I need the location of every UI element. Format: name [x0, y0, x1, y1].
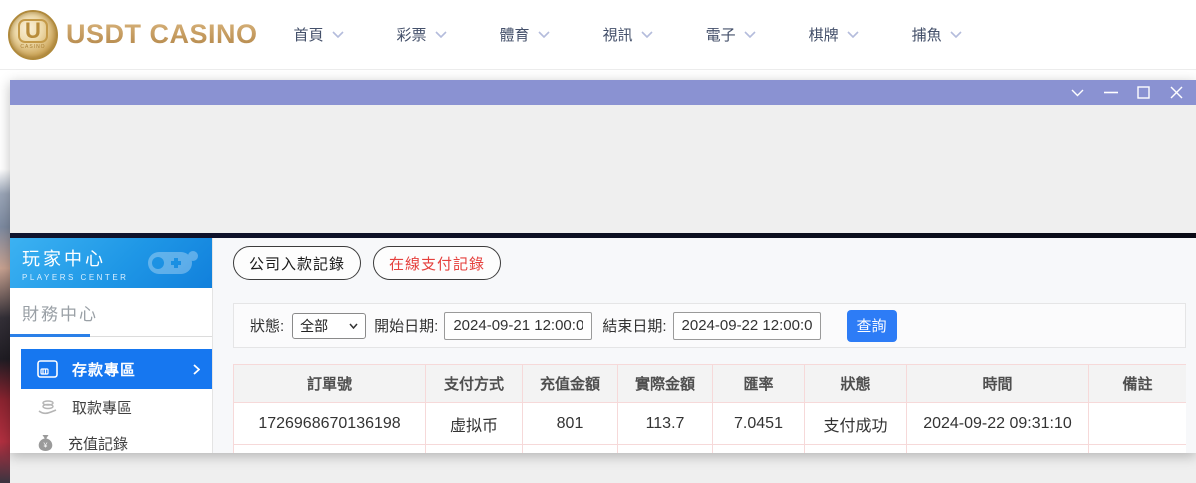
top-navbar: U CASINO USDT CASINO 首頁 彩票 體育 視訊 電子 棋牌	[0, 0, 1196, 70]
brand-wordmark: USDT CASINO	[66, 19, 258, 49]
nav-item-fishing[interactable]: 捕魚	[912, 24, 962, 45]
sidebar-item-deposit[interactable]: 存款專區	[21, 349, 212, 389]
chevron-down-icon	[331, 31, 344, 38]
window-blank-area	[10, 105, 1196, 233]
select-caret-icon	[349, 323, 358, 329]
tab-company-deposit-records[interactable]: 公司入款記錄	[233, 246, 362, 280]
chevron-down-icon	[537, 31, 550, 38]
sidebar-menu: 存款專區 取款專區 ¥ 充值記錄	[10, 349, 212, 453]
cell-amount: 801	[522, 402, 618, 445]
record-tabs: 公司入款記錄 在線支付記錄	[233, 246, 1186, 280]
sidebar-header: 玩家中心 PLAYERS CENTER	[10, 238, 212, 288]
coin-caption: CASINO	[20, 44, 46, 50]
cell-order-no: 1726968670136198	[233, 402, 426, 445]
money-bag-icon: ¥	[37, 434, 54, 452]
chevron-right-icon	[193, 363, 200, 375]
cell-remark	[1088, 402, 1186, 445]
status-label: 狀態:	[250, 318, 285, 335]
start-date-label: 開始日期:	[374, 318, 439, 335]
sidebar-item-withdraw[interactable]: 取款專區	[10, 389, 212, 425]
player-center-window: 玩家中心 PLAYERS CENTER 財務中心	[10, 80, 1196, 453]
deposit-cashbox-icon	[37, 360, 58, 378]
chevron-down-icon	[744, 31, 756, 38]
tab-online-payment-records[interactable]: 在線支付記錄	[373, 246, 502, 280]
nav-item-home[interactable]: 首頁	[294, 24, 344, 45]
nav-item-chess[interactable]: 棋牌	[809, 24, 859, 45]
nav-item-lottery[interactable]: 彩票	[397, 24, 447, 45]
table-row: 1726968670136198 虚拟币 801 113.7 7.0451 支付…	[233, 402, 1186, 445]
start-date-input[interactable]	[444, 311, 593, 340]
gamepad-icon	[144, 244, 202, 282]
col-status: 狀態	[804, 364, 907, 403]
records-table: 訂單號 支付方式 充值金額 實際金額 匯率 狀態 時間 備註 172696867	[233, 364, 1186, 453]
finance-section-title: 財務中心	[22, 305, 98, 324]
coin-logo-icon: U CASINO	[8, 9, 58, 60]
col-order-no: 訂單號	[233, 364, 426, 403]
player-center-sidebar: 玩家中心 PLAYERS CENTER 財務中心	[10, 238, 213, 453]
table-header-row: 訂單號 支付方式 充值金額 實際金額 匯率 狀態 時間 備註	[233, 364, 1186, 403]
page-footer-band	[10, 453, 1196, 483]
col-pay-method: 支付方式	[425, 364, 523, 403]
window-divider-band	[10, 233, 1196, 238]
cell-status: 支付成功	[804, 402, 907, 445]
chevron-down-icon	[641, 31, 653, 38]
cell-rate: 7.0451	[712, 402, 805, 445]
cell-time: 2024-09-22 09:31:10	[906, 402, 1089, 445]
main-nav: 首頁 彩票 體育 視訊 電子 棋牌 捕魚	[294, 24, 962, 45]
query-button[interactable]: 查詢	[846, 309, 897, 342]
end-date-label: 結束日期:	[602, 318, 667, 335]
maximize-icon[interactable]	[1136, 85, 1151, 100]
sidebar-title: 玩家中心	[22, 249, 106, 269]
nav-item-video[interactable]: 視訊	[603, 24, 653, 45]
col-actual-amount: 實際金額	[617, 364, 713, 403]
window-titlebar	[10, 80, 1196, 105]
chevron-down-icon	[847, 31, 859, 38]
background-image-strip	[0, 70, 10, 483]
coin-letter: U	[18, 19, 48, 43]
records-panel: 公司入款記錄 在線支付記錄 狀態: 全部 開始日期: 結束日期: 查詢	[213, 238, 1196, 453]
minimize-icon[interactable]	[1103, 85, 1118, 100]
cell-pay-method: 虚拟币	[425, 402, 523, 445]
section-divider	[10, 334, 212, 337]
col-amount: 充值金額	[522, 364, 618, 403]
filter-bar: 狀態: 全部 開始日期: 結束日期: 查詢	[233, 303, 1186, 348]
nav-item-slots[interactable]: 電子	[706, 24, 756, 45]
end-date-input[interactable]	[672, 311, 821, 340]
collapse-icon[interactable]	[1070, 85, 1085, 100]
svg-text:¥: ¥	[44, 443, 48, 450]
brand-logo[interactable]: U CASINO USDT CASINO	[8, 9, 258, 60]
sidebar-item-recharge-records[interactable]: ¥ 充值記錄	[10, 425, 212, 453]
nav-item-sports[interactable]: 體育	[500, 24, 550, 45]
withdraw-hand-coins-icon	[37, 399, 58, 415]
table-row-partial	[233, 444, 1186, 453]
chevron-down-icon	[950, 31, 962, 38]
col-rate: 匯率	[712, 364, 805, 403]
col-remark: 備註	[1088, 364, 1186, 403]
chevron-down-icon	[434, 31, 447, 38]
close-icon[interactable]	[1169, 85, 1184, 100]
col-time: 時間	[906, 364, 1089, 403]
cell-actual-amount: 113.7	[617, 402, 713, 445]
status-select[interactable]: 全部	[292, 312, 367, 339]
sidebar-subtitle: PLAYERS CENTER	[22, 273, 129, 282]
